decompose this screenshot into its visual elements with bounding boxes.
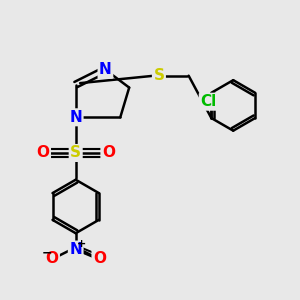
Text: O: O bbox=[45, 251, 58, 266]
Text: O: O bbox=[37, 146, 50, 160]
Text: N: N bbox=[69, 110, 82, 125]
Text: −: − bbox=[41, 247, 52, 260]
Text: S: S bbox=[70, 146, 81, 160]
Text: O: O bbox=[93, 251, 106, 266]
Text: S: S bbox=[153, 68, 164, 83]
Text: +: + bbox=[76, 239, 86, 249]
Text: Cl: Cl bbox=[200, 94, 217, 109]
Text: O: O bbox=[102, 146, 115, 160]
Text: N: N bbox=[99, 62, 112, 77]
Text: N: N bbox=[69, 242, 82, 257]
